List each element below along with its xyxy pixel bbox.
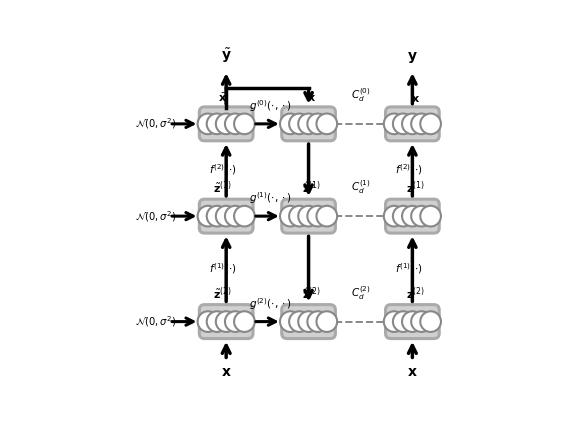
Circle shape — [225, 206, 246, 226]
Circle shape — [298, 113, 319, 134]
Text: $f^{(2)}(\cdot)$: $f^{(2)}(\cdot)$ — [396, 163, 423, 177]
FancyBboxPatch shape — [386, 305, 440, 339]
Circle shape — [411, 113, 432, 134]
Text: $C_d^{(0)}$: $C_d^{(0)}$ — [350, 86, 370, 104]
Circle shape — [298, 311, 319, 332]
Text: $\mathbf{y}$: $\mathbf{y}$ — [407, 51, 418, 65]
Text: $g^{(2)}(\cdot,\cdot)$: $g^{(2)}(\cdot,\cdot)$ — [249, 296, 292, 312]
FancyBboxPatch shape — [199, 305, 253, 339]
Text: $g^{(0)}(\cdot,\cdot)$: $g^{(0)}(\cdot,\cdot)$ — [249, 98, 292, 114]
Circle shape — [298, 206, 319, 226]
Circle shape — [307, 113, 328, 134]
Text: $\mathcal{N}(0, \sigma^2)$: $\mathcal{N}(0, \sigma^2)$ — [135, 116, 176, 131]
Circle shape — [207, 206, 227, 226]
Circle shape — [402, 113, 423, 134]
Circle shape — [393, 113, 414, 134]
Circle shape — [316, 311, 337, 332]
Text: $f^{(2)}(\cdot)$: $f^{(2)}(\cdot)$ — [209, 163, 237, 177]
Circle shape — [402, 311, 423, 332]
FancyBboxPatch shape — [386, 107, 440, 141]
Circle shape — [234, 113, 255, 134]
Text: $\hat{\mathbf{z}}^{(1)}$: $\hat{\mathbf{z}}^{(1)}$ — [302, 180, 321, 196]
Text: $\hat{\mathbf{z}}^{(2)}$: $\hat{\mathbf{z}}^{(2)}$ — [302, 285, 321, 302]
Circle shape — [234, 206, 255, 226]
Circle shape — [216, 206, 237, 226]
Text: $f^{(1)}(\cdot)$: $f^{(1)}(\cdot)$ — [209, 262, 237, 276]
FancyBboxPatch shape — [386, 199, 440, 233]
Circle shape — [307, 206, 328, 226]
Text: $\mathbf{x}$: $\mathbf{x}$ — [411, 94, 420, 104]
FancyBboxPatch shape — [282, 305, 335, 339]
Text: $\mathcal{N}(0, \sigma^2)$: $\mathcal{N}(0, \sigma^2)$ — [135, 209, 176, 223]
Text: $\tilde{\mathbf{z}}^{(1)}$: $\tilde{\mathbf{z}}^{(1)}$ — [213, 180, 232, 196]
Circle shape — [384, 113, 404, 134]
Circle shape — [420, 311, 441, 332]
Text: $g^{(1)}(\cdot,\cdot)$: $g^{(1)}(\cdot,\cdot)$ — [249, 190, 292, 206]
Text: $\tilde{\mathbf{z}}^{(2)}$: $\tilde{\mathbf{z}}^{(2)}$ — [213, 285, 232, 302]
Circle shape — [411, 206, 432, 226]
Circle shape — [207, 311, 227, 332]
Circle shape — [280, 206, 301, 226]
Circle shape — [216, 113, 237, 134]
FancyBboxPatch shape — [282, 107, 335, 141]
Text: $f^{(1)}(\cdot)$: $f^{(1)}(\cdot)$ — [396, 262, 423, 276]
Circle shape — [411, 311, 432, 332]
Circle shape — [197, 113, 218, 134]
Text: $\mathbf{z}^{(2)}$: $\mathbf{z}^{(2)}$ — [406, 285, 425, 302]
Circle shape — [420, 113, 441, 134]
Text: $\mathcal{N}(0, \sigma^2)$: $\mathcal{N}(0, \sigma^2)$ — [135, 314, 176, 329]
Circle shape — [280, 113, 301, 134]
Circle shape — [289, 113, 310, 134]
FancyBboxPatch shape — [199, 199, 253, 233]
Circle shape — [280, 311, 301, 332]
Circle shape — [225, 113, 246, 134]
Text: $\bar{\mathbf{x}}$: $\bar{\mathbf{x}}$ — [219, 92, 227, 104]
Text: $C_d^{(1)}$: $C_d^{(1)}$ — [350, 178, 370, 196]
FancyBboxPatch shape — [199, 107, 253, 141]
Text: $\hat{\mathbf{x}}$: $\hat{\mathbf{x}}$ — [307, 89, 316, 104]
Circle shape — [402, 206, 423, 226]
Text: $\mathbf{x}$: $\mathbf{x}$ — [407, 365, 418, 379]
Circle shape — [393, 206, 414, 226]
Text: $C_d^{(2)}$: $C_d^{(2)}$ — [350, 284, 370, 302]
Circle shape — [384, 206, 404, 226]
Circle shape — [207, 113, 227, 134]
Circle shape — [197, 311, 218, 332]
Circle shape — [216, 311, 237, 332]
Circle shape — [420, 206, 441, 226]
Text: $\mathbf{x}$: $\mathbf{x}$ — [221, 365, 231, 379]
Circle shape — [393, 311, 414, 332]
Text: $\tilde{\mathbf{y}}$: $\tilde{\mathbf{y}}$ — [221, 47, 231, 65]
Circle shape — [225, 311, 246, 332]
Circle shape — [384, 311, 404, 332]
Circle shape — [197, 206, 218, 226]
Circle shape — [289, 206, 310, 226]
Circle shape — [289, 311, 310, 332]
FancyBboxPatch shape — [282, 199, 335, 233]
Circle shape — [316, 113, 337, 134]
Circle shape — [234, 311, 255, 332]
Text: $\mathbf{z}^{(1)}$: $\mathbf{z}^{(1)}$ — [406, 180, 425, 196]
Circle shape — [307, 311, 328, 332]
Circle shape — [316, 206, 337, 226]
